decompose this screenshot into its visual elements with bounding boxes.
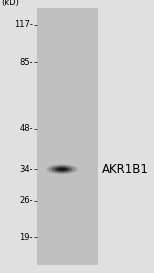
Ellipse shape — [55, 167, 69, 171]
Text: 85-: 85- — [19, 58, 33, 67]
Text: 48-: 48- — [19, 124, 33, 133]
Ellipse shape — [52, 166, 72, 173]
Text: 117-: 117- — [14, 20, 33, 29]
Bar — [37, 8, 98, 265]
Text: 26-: 26- — [19, 196, 33, 205]
Ellipse shape — [46, 164, 78, 174]
Ellipse shape — [58, 168, 67, 171]
Ellipse shape — [48, 165, 76, 174]
Text: 34-: 34- — [19, 165, 33, 174]
Text: AKR1B1: AKR1B1 — [102, 163, 149, 176]
Text: 19-: 19- — [20, 233, 33, 242]
Text: (kD): (kD) — [1, 0, 19, 7]
